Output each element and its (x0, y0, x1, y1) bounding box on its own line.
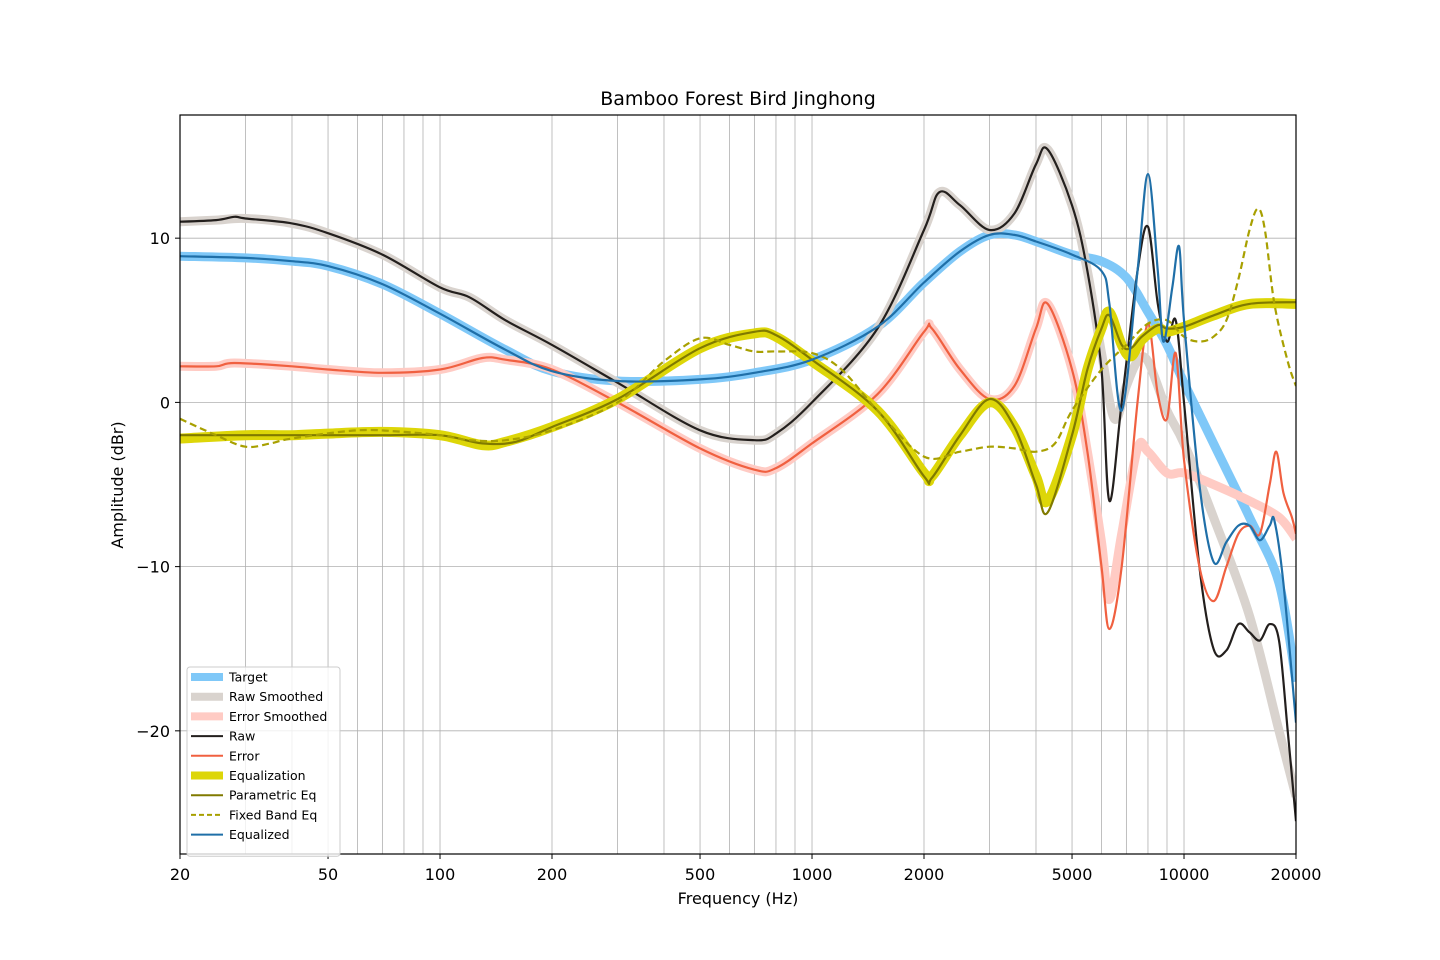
legend: Target Raw Smoothed Error Smoothed Raw Error… (186, 666, 341, 857)
plot-series (180, 142, 1296, 822)
series-line-parametric-eq (180, 301, 1296, 516)
legend-label-raw-smoothed: Raw Smoothed (229, 689, 323, 704)
x-tick-label: 200 (537, 865, 568, 884)
series-group (180, 142, 1296, 822)
y-axis-label: Amplitude (dBr) (108, 421, 127, 548)
legend-label-target: Target (228, 670, 268, 685)
legend-label-error-smoothed: Error Smoothed (229, 709, 327, 724)
x-tick-label: 20 (170, 865, 190, 884)
legend-label-raw: Raw (229, 729, 255, 744)
x-tick-label: 1000 (792, 865, 833, 884)
x-tick-label: 20000 (1271, 865, 1322, 884)
y-tick-label: 0 (160, 393, 170, 412)
legend-label-error: Error (229, 748, 260, 763)
x-axis-label: Frequency (Hz) (678, 889, 799, 908)
y-tick-label: 10 (150, 229, 170, 248)
y-tick-label: −20 (136, 722, 170, 741)
y-tick-label: −10 (136, 558, 170, 577)
grid-lines (179, 115, 1297, 854)
legend-label-fixed-band-eq: Fixed Band Eq (229, 807, 317, 822)
series-line-equalized (180, 173, 1296, 723)
series-line-fixed-band-eq (180, 207, 1296, 461)
series-line-raw (180, 146, 1296, 822)
x-tick-label: 5000 (1052, 865, 1093, 884)
legend-label-equalized: Equalized (229, 827, 290, 842)
x-tick-label: 50 (318, 865, 338, 884)
plot-frame (179, 114, 1297, 855)
x-tick-label: 2000 (904, 865, 945, 884)
legend-label-equalization: Equalization (229, 768, 306, 783)
legend-box (186, 666, 341, 857)
x-tick-label: 100 (425, 865, 456, 884)
series-line-error (180, 301, 1296, 631)
chart-title: Bamboo Forest Bird Jinghong (600, 88, 876, 110)
x-tick-label: 10000 (1159, 865, 1210, 884)
x-tick-label: 500 (685, 865, 716, 884)
legend-label-parametric-eq: Parametric Eq (229, 788, 317, 803)
axis-ticks: 20 50 100 200 500 1000 2000 5000 10000 20000100−1… (136, 229, 1321, 884)
